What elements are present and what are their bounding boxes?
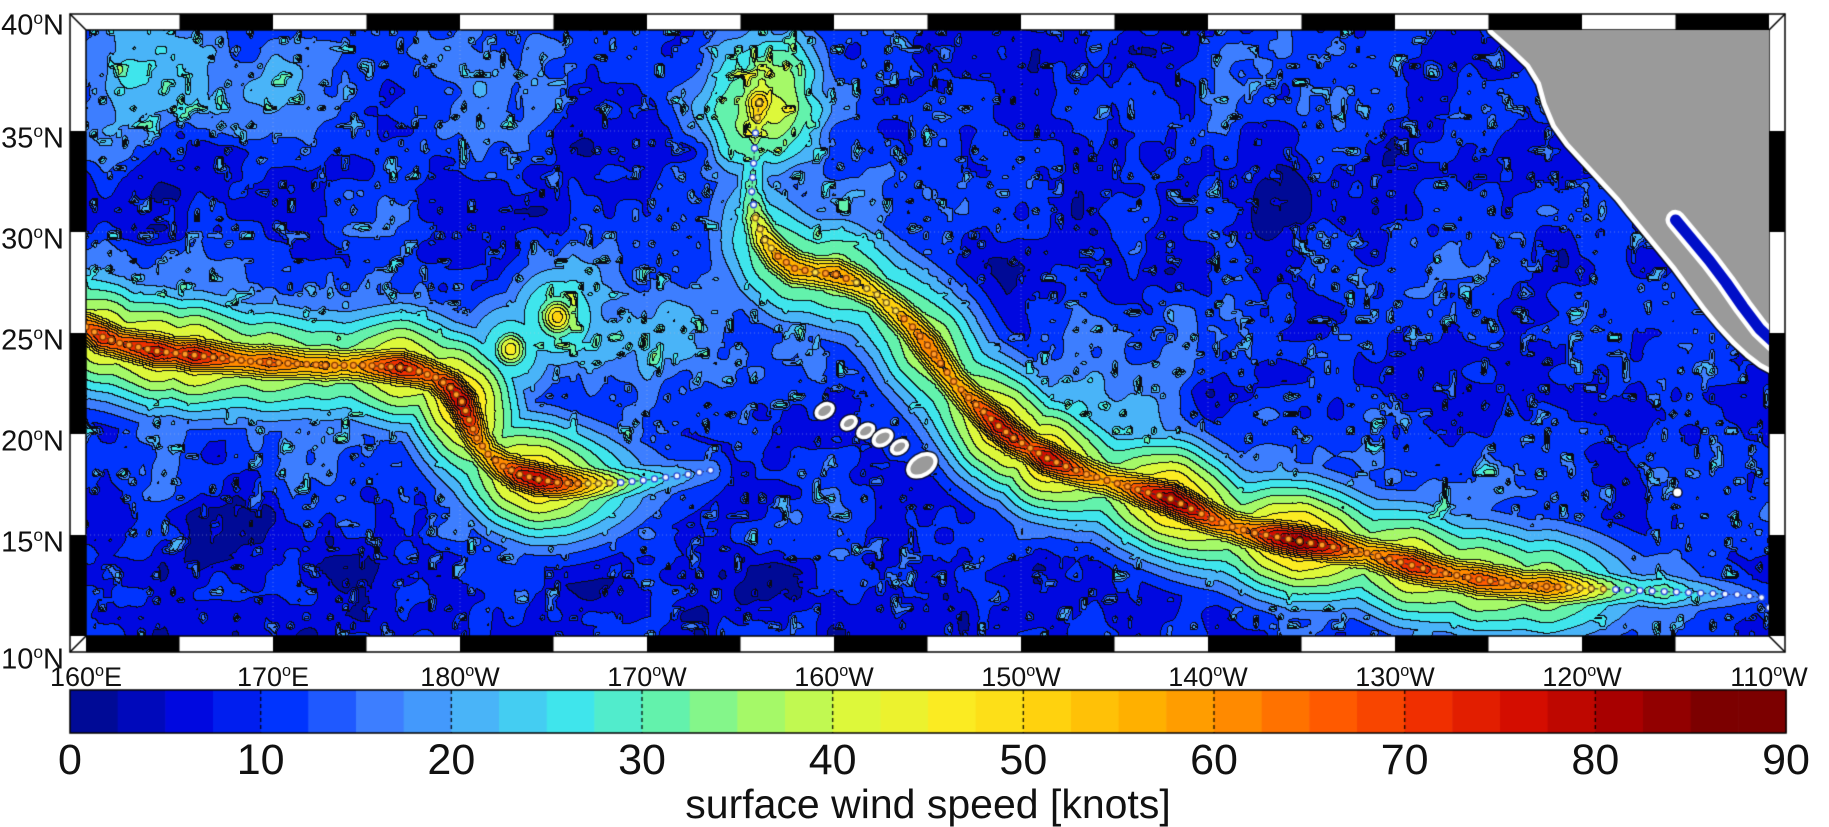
- y-tick-label: 20oN: [1, 424, 64, 458]
- x-tick-label: 140oW: [1168, 661, 1248, 692]
- colorbar-tick-label: 40: [808, 736, 857, 784]
- y-tick-label: 35oN: [1, 121, 64, 155]
- x-tick-label: 110oW: [1730, 661, 1808, 692]
- colorbar-title: surface wind speed [knots]: [685, 781, 1171, 827]
- y-tick-label: 25oN: [1, 323, 64, 357]
- x-tick-label: 150oW: [981, 661, 1061, 692]
- colorbar-tick-label: 90: [1762, 736, 1810, 784]
- colorbar-tick-label: 50: [999, 736, 1048, 784]
- colorbar-tick-label: 70: [1380, 736, 1429, 784]
- y-tick-label: 10oN: [1, 642, 64, 676]
- colorbar-tick-label: 20: [427, 736, 476, 784]
- colorbar-tick-label: 30: [618, 736, 666, 784]
- x-tick-label: 180oW: [420, 661, 500, 692]
- y-tick-label: 40oN: [1, 8, 64, 42]
- x-tick-label: 120oW: [1542, 661, 1622, 692]
- x-tick-label: 160oW: [794, 661, 874, 692]
- x-tick-label: 170oE: [236, 661, 310, 692]
- x-tick-label: 160oE: [49, 661, 123, 692]
- y-tick-label: 30oN: [1, 222, 64, 256]
- colorbar-tick-label: 80: [1571, 736, 1620, 784]
- y-tick-label: 15oN: [1, 525, 64, 559]
- colorbar-tick-label: 10: [236, 736, 285, 784]
- x-tick-label: 130oW: [1355, 661, 1435, 692]
- x-tick-label: 170oW: [607, 661, 687, 692]
- colorbar-tick-label: 0: [58, 736, 82, 784]
- colorbar-tick-label: 60: [1190, 736, 1238, 784]
